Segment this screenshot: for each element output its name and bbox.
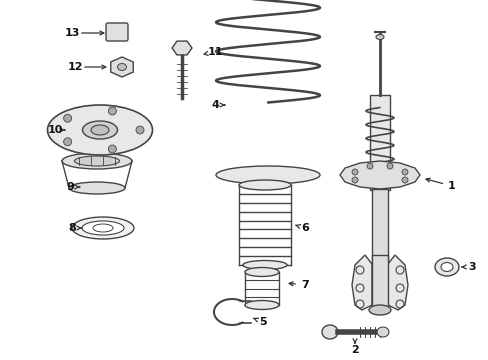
Ellipse shape bbox=[82, 221, 124, 235]
Text: 5: 5 bbox=[259, 317, 266, 327]
Text: 2: 2 bbox=[350, 345, 358, 355]
Ellipse shape bbox=[368, 305, 390, 315]
Ellipse shape bbox=[72, 217, 134, 239]
Circle shape bbox=[386, 163, 392, 169]
Circle shape bbox=[63, 138, 72, 146]
Ellipse shape bbox=[321, 325, 337, 339]
Text: 13: 13 bbox=[64, 28, 80, 38]
Text: 8: 8 bbox=[68, 223, 76, 233]
Ellipse shape bbox=[376, 327, 388, 337]
Text: 6: 6 bbox=[301, 223, 308, 233]
Ellipse shape bbox=[440, 262, 452, 271]
Circle shape bbox=[108, 145, 116, 153]
FancyBboxPatch shape bbox=[371, 189, 387, 264]
Ellipse shape bbox=[47, 105, 152, 155]
Ellipse shape bbox=[74, 156, 119, 166]
Text: 11: 11 bbox=[207, 47, 223, 57]
Text: 3: 3 bbox=[467, 262, 475, 272]
Circle shape bbox=[63, 114, 72, 122]
Text: 9: 9 bbox=[66, 182, 74, 192]
Ellipse shape bbox=[244, 267, 279, 276]
Ellipse shape bbox=[82, 121, 117, 139]
Ellipse shape bbox=[375, 35, 383, 40]
Circle shape bbox=[401, 169, 407, 175]
Ellipse shape bbox=[434, 258, 458, 276]
Circle shape bbox=[401, 177, 407, 183]
Polygon shape bbox=[387, 255, 407, 310]
Polygon shape bbox=[110, 57, 133, 77]
Text: 10: 10 bbox=[47, 125, 62, 135]
FancyBboxPatch shape bbox=[369, 95, 389, 190]
Ellipse shape bbox=[117, 63, 126, 71]
Circle shape bbox=[351, 177, 357, 183]
Circle shape bbox=[108, 107, 116, 115]
Polygon shape bbox=[351, 255, 371, 310]
Ellipse shape bbox=[216, 166, 319, 184]
Ellipse shape bbox=[91, 125, 109, 135]
Polygon shape bbox=[172, 41, 192, 55]
FancyBboxPatch shape bbox=[106, 23, 128, 41]
Ellipse shape bbox=[243, 261, 286, 270]
Circle shape bbox=[136, 126, 143, 134]
Text: 7: 7 bbox=[301, 280, 308, 290]
Text: 12: 12 bbox=[67, 62, 82, 72]
Ellipse shape bbox=[62, 153, 132, 169]
FancyBboxPatch shape bbox=[371, 255, 387, 310]
Ellipse shape bbox=[239, 180, 290, 190]
Text: 4: 4 bbox=[211, 100, 219, 110]
Ellipse shape bbox=[69, 182, 125, 194]
Polygon shape bbox=[339, 161, 419, 189]
Circle shape bbox=[351, 169, 357, 175]
Circle shape bbox=[366, 163, 372, 169]
Ellipse shape bbox=[244, 301, 279, 310]
Text: 1: 1 bbox=[447, 181, 455, 191]
